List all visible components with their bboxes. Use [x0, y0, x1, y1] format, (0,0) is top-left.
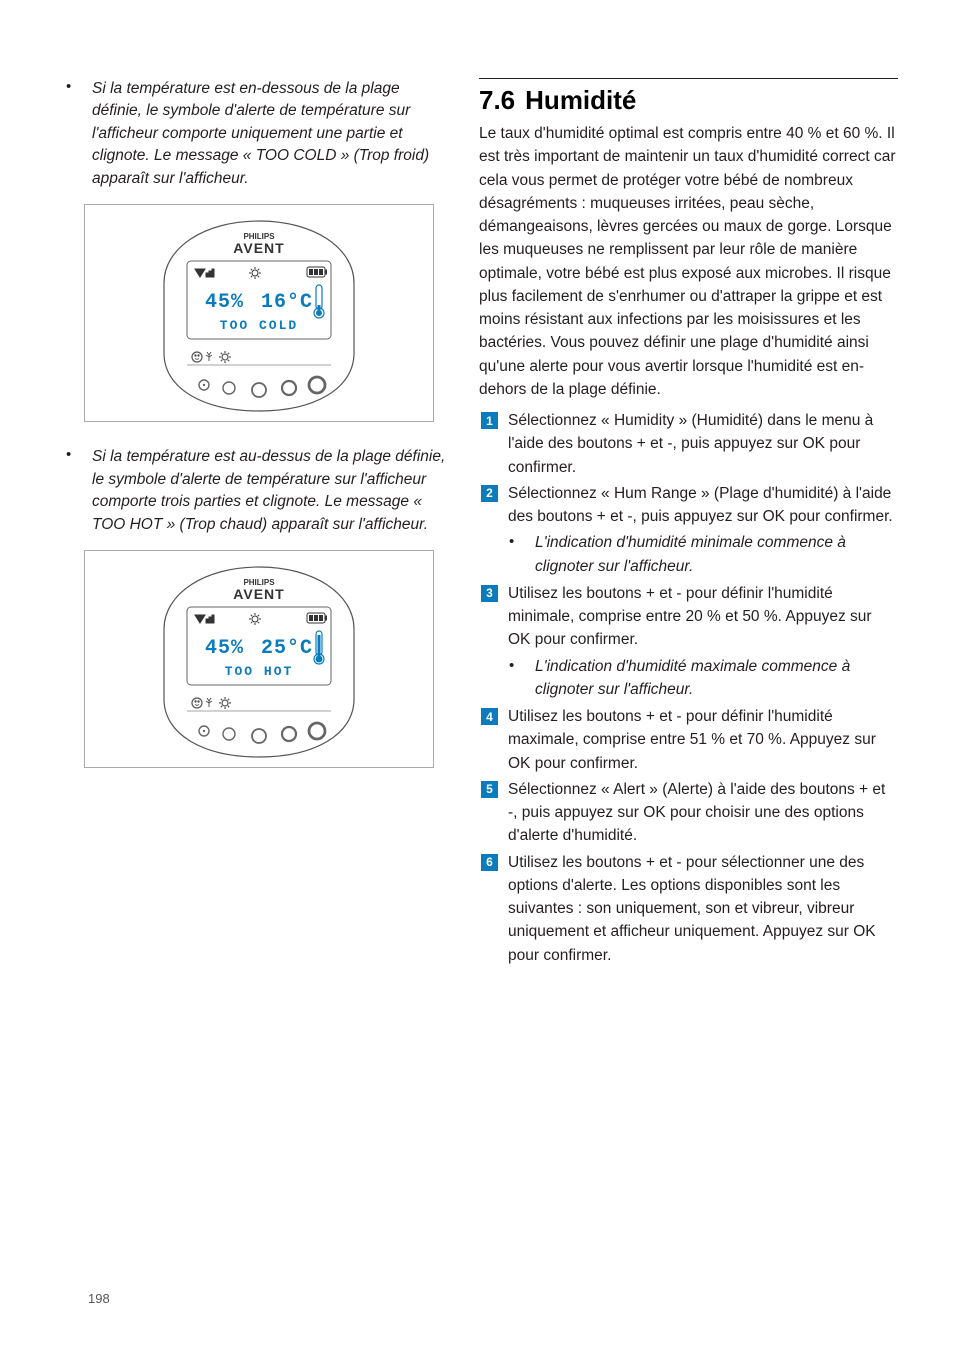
bullet-too-hot: • Si la température est au-dessus de la … — [56, 446, 451, 536]
device-svg-hot: PHILIPS AVENT — [129, 559, 389, 759]
temperature-value: 16°C — [261, 291, 313, 314]
svg-text:AVENT: AVENT — [233, 586, 284, 602]
svg-text:45%: 45% — [205, 637, 244, 660]
bullet-text: Si la température est en-dessous de la p… — [92, 78, 451, 190]
device-figure-too-hot: PHILIPS AVENT — [84, 550, 434, 768]
device-svg-cold: PHILIPS AVENT — [129, 213, 389, 413]
step-badge: 1 — [481, 412, 498, 429]
right-column: 7.6 Humidité Le taux d'humidité optimal … — [479, 78, 898, 970]
device-figure-too-cold: PHILIPS AVENT — [84, 204, 434, 422]
svg-text:25°C: 25°C — [261, 637, 313, 660]
note-text: L'indication d'humidité maximale commenc… — [535, 655, 898, 702]
section-label: Humidité — [525, 85, 636, 116]
step-4: 4 Utilisez les boutons + et - pour défin… — [479, 705, 898, 775]
step-3-note: • L'indication d'humidité maximale comme… — [479, 655, 898, 702]
step-text: Utilisez les boutons + et - pour définir… — [508, 705, 898, 775]
step-3: 3 Utilisez les boutons + et - pour défin… — [479, 582, 898, 652]
bullet-dot: • — [56, 78, 92, 190]
step-text: Sélectionnez « Humidity » (Humidité) dan… — [508, 409, 898, 479]
note-text: L'indication d'humidité minimale commenc… — [535, 531, 898, 578]
bullet-text: Si la température est au-dessus de la pl… — [92, 446, 451, 536]
status-text: TOO COLD — [220, 318, 298, 333]
step-2-note: • L'indication d'humidité minimale comme… — [479, 531, 898, 578]
bullet-dot: • — [509, 655, 535, 702]
step-text: Utilisez les boutons + et - pour définir… — [508, 582, 898, 652]
bullet-too-cold: • Si la température est en-dessous de la… — [56, 78, 451, 190]
step-2: 2 Sélectionnez « Hum Range » (Plage d'hu… — [479, 482, 898, 529]
svg-text:TOO HOT: TOO HOT — [225, 664, 294, 679]
step-5: 5 Sélectionnez « Alert » (Alerte) à l'ai… — [479, 778, 898, 848]
step-6: 6 Utilisez les boutons + et - pour sélec… — [479, 851, 898, 967]
humidity-value: 45% — [205, 291, 244, 314]
section-title: 7.6 Humidité — [479, 78, 898, 116]
left-column: • Si la température est en-dessous de la… — [56, 78, 451, 970]
step-text: Sélectionnez « Hum Range » (Plage d'humi… — [508, 482, 898, 529]
step-text: Sélectionnez « Alert » (Alerte) à l'aide… — [508, 778, 898, 848]
bullet-dot: • — [56, 446, 92, 536]
step-badge: 6 — [481, 854, 498, 871]
section-number: 7.6 — [479, 85, 515, 116]
step-text: Utilisez les boutons + et - pour sélecti… — [508, 851, 898, 967]
step-badge: 2 — [481, 485, 498, 502]
step-badge: 4 — [481, 708, 498, 725]
step-1: 1 Sélectionnez « Humidity » (Humidité) d… — [479, 409, 898, 479]
bullet-dot: • — [509, 531, 535, 578]
step-badge: 3 — [481, 585, 498, 602]
step-badge: 5 — [481, 781, 498, 798]
intro-paragraph: Le taux d'humidité optimal est compris e… — [479, 122, 898, 401]
brand-bottom: AVENT — [233, 240, 284, 256]
page-number: 198 — [88, 1291, 110, 1306]
